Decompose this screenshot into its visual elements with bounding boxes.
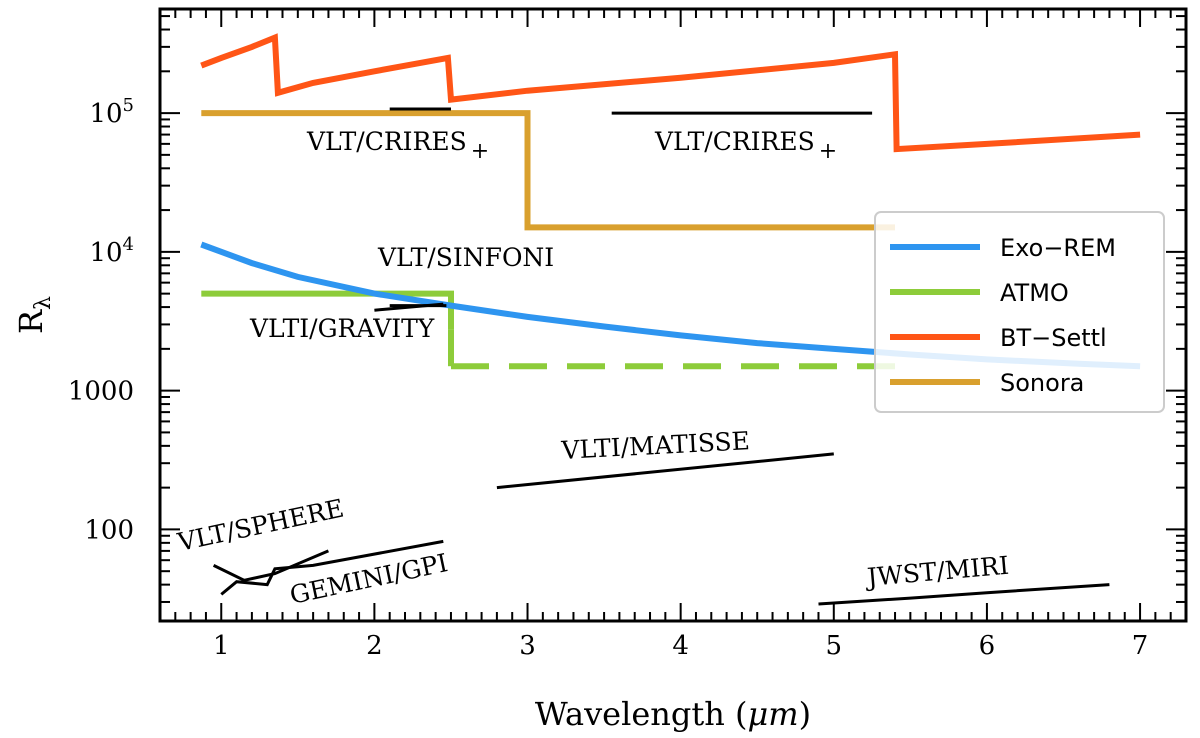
annotation-sphere: VLT/SPHERE — [174, 493, 346, 557]
x-tick-label: 3 — [519, 631, 536, 661]
instrument-line-vlti-matisse — [496, 452, 834, 490]
annotation-miri: JWST/MIRI — [863, 551, 1010, 593]
annotation-sinfoni: VLT/SINFONI — [377, 243, 554, 272]
tick-labels: 1 2 3 4 5 6 7 100 1000 104 105 — [68, 95, 1149, 661]
x-tick-label: 2 — [366, 631, 383, 661]
y-tick-label: 100 — [84, 515, 134, 545]
x-tick-label: 4 — [672, 631, 689, 661]
plot-frame — [158, 7, 1188, 623]
instrument-line-gemini-gpi — [220, 539, 444, 596]
annotation-matisse: VLTI/MATISSE — [560, 426, 751, 465]
legend-label-sonora: Sonora — [1000, 369, 1084, 397]
legend: Exo−REM ATMO BT−Settl Sonora — [874, 211, 1165, 413]
instrument-line-vlti-gravity — [374, 302, 444, 312]
instrument-line-jwst-miri — [818, 583, 1110, 606]
legend-label-atmo: ATMO — [1000, 279, 1069, 307]
x-tick-label: 5 — [826, 631, 843, 661]
y-axis-title: Rλ — [12, 296, 56, 334]
series-line-atmo — [201, 290, 454, 330]
x-tick-label: 6 — [979, 631, 996, 661]
legend-label-bt-settl: BT−Settl — [1000, 324, 1107, 352]
y-tick-label: 1000 — [68, 377, 134, 407]
series-line-bt-settl — [200, 33, 1141, 153]
x-axis-title: Wavelength (μm) — [535, 695, 811, 733]
series-line-sonora — [201, 110, 895, 231]
x-tick-label: 7 — [1132, 631, 1149, 661]
annotation-crires-right: VLT/CRIRES + — [654, 127, 837, 164]
instrument-layer — [212, 107, 1110, 606]
annotation-gravity: VLTI/GRAVITY — [249, 314, 435, 343]
y-tick-label: 105 — [89, 95, 134, 129]
instrument-line-vlt-sphere — [212, 549, 329, 582]
annotation-crires-left: VLT/CRIRES + — [306, 127, 489, 164]
y-tick-label: 104 — [89, 234, 134, 268]
x-tick-label: 1 — [213, 631, 230, 661]
legend-label-exo-rem: Exo−REM — [1000, 234, 1116, 262]
legend-box — [874, 211, 1165, 413]
